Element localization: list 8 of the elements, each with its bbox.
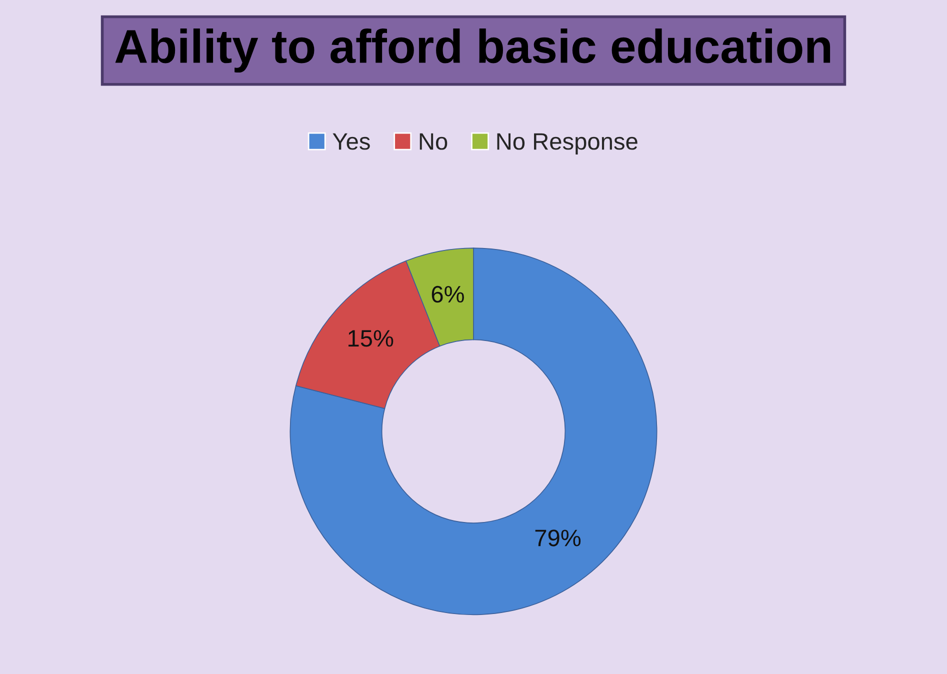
legend-label: No [420, 133, 448, 150]
legend-label: Yes [332, 133, 370, 150]
legend-label: No Response [497, 133, 638, 154]
data-label: 6% [432, 286, 464, 303]
data-label: 15% [348, 330, 394, 347]
chart-title: Ability to afford basic education [115, 28, 830, 73]
data-label: 79% [535, 530, 581, 546]
donut-slice [290, 248, 658, 616]
